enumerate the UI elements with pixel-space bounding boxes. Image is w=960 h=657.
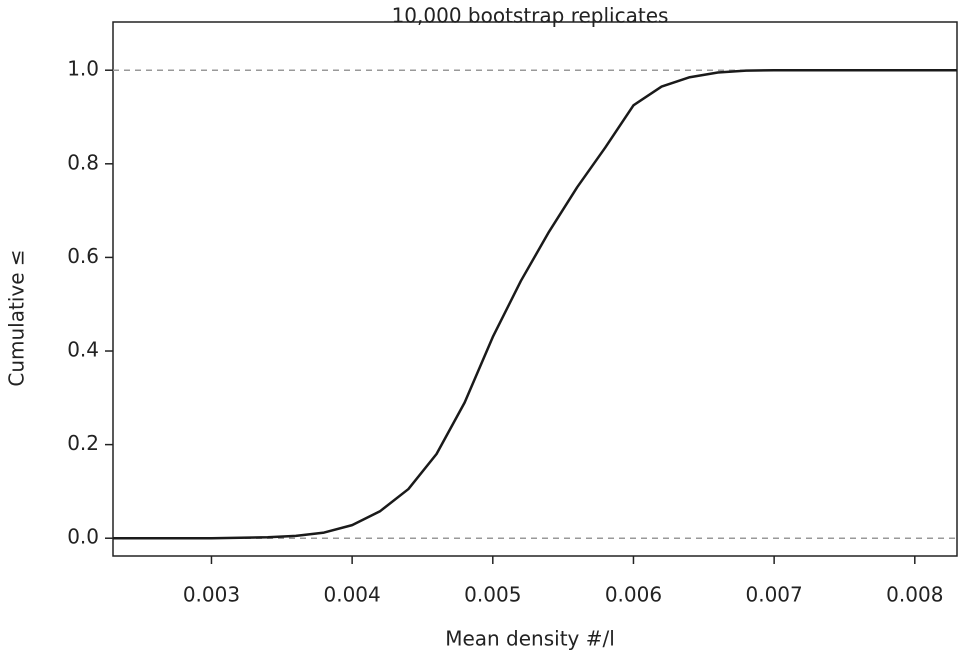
x-tick-label: 0.007: [746, 583, 803, 607]
x-tick-label: 0.008: [886, 583, 943, 607]
x-tick-label: 0.005: [464, 583, 521, 607]
x-tick-label: 0.006: [605, 583, 662, 607]
y-tick-label: 0.6: [67, 244, 99, 268]
y-tick-label: 0.2: [67, 431, 99, 455]
data-line: [113, 68, 957, 540]
chart-title: 10,000 bootstrap replicates: [392, 4, 669, 28]
plot-frame: [112, 21, 958, 557]
x-tick-label: 0.004: [324, 583, 381, 607]
x-tick-label: 0.003: [183, 583, 240, 607]
y-tick-label: 1.0: [67, 57, 99, 81]
y-axis-label: Cumulative ≤: [5, 249, 29, 386]
y-tick-label: 0.8: [67, 150, 99, 174]
y-tick-label: 0.4: [67, 338, 99, 362]
y-tick-label: 0.0: [67, 525, 99, 549]
x-axis-label: Mean density #/l: [445, 627, 615, 651]
